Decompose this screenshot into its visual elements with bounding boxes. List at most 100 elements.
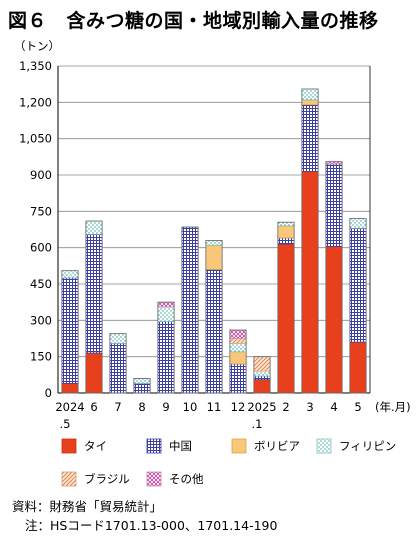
notes: 資料：財務省「貿易統計」 注：HSコード1701.13-000、1701.14-…: [12, 497, 277, 535]
bar-segment-10-1: [301, 104, 319, 172]
source-note: 資料：財務省「貿易統計」: [12, 499, 163, 514]
bar-segment-10-2: [301, 99, 319, 106]
y-axis-ticks: 0 150 300 450 600 750 900 1,050 1,200 1,350: [19, 59, 52, 400]
legend-label-5: その他: [169, 472, 204, 486]
bar-segment-7-3: [229, 342, 247, 353]
bar-segment-2-3: [109, 333, 127, 344]
legend-label-0: タイ: [84, 439, 107, 453]
x-tick-label-11: 4: [330, 400, 337, 414]
x-tick-label-10: 3: [306, 400, 313, 414]
x-axis-unit: (年.月): [375, 400, 411, 414]
bar-segment-12-3: [349, 218, 367, 229]
bar-segment-1-0: [85, 352, 103, 394]
bar-segment-8-1: [253, 375, 271, 381]
bar-segment-8-3: [253, 370, 271, 377]
x-tick-label-12: 5: [354, 400, 361, 414]
y-tick-label-450: 450: [30, 277, 52, 291]
bar-segment-12-0: [349, 341, 367, 394]
bar-segment-4-1: [157, 321, 175, 394]
legend-label-2: ボリビア: [254, 439, 300, 453]
bar-outline-3: [133, 378, 151, 394]
x-tick-label-6: 11: [207, 400, 222, 414]
y-tick-label-0: 0: [45, 386, 52, 400]
bar-segment-9-0: [277, 243, 295, 394]
legend-swatch-2: [231, 438, 247, 454]
bar-segment-7-1: [229, 363, 247, 394]
bar-segment-9-3: [277, 221, 295, 227]
legend-swatch-3: [316, 438, 332, 454]
bar-outline-8: [253, 356, 271, 394]
x-tick-label-0: 2024: [55, 400, 84, 414]
x-tick-sublabel-8: .1: [252, 417, 263, 431]
y-tick-label-600: 600: [30, 241, 52, 255]
bar-segment-6-2: [205, 244, 223, 270]
bar-segment-8-4: [253, 356, 271, 372]
y-tick-label-1050: 1,050: [19, 132, 52, 146]
bar-segment-7-4: [229, 338, 247, 344]
bars: [61, 88, 367, 394]
y-tick-label-1350: 1,350: [19, 59, 52, 73]
legend-swatch-1: [146, 438, 162, 454]
x-tick-label-3: 8: [138, 400, 145, 414]
x-tick-label-8: 2025: [247, 400, 276, 414]
y-axis-unit: （トン）: [14, 39, 60, 53]
bar-segment-7-2: [229, 351, 247, 365]
bar-outline-9: [277, 221, 295, 394]
bar-segment-10-0: [301, 171, 319, 394]
legend-label-4: ブラジル: [84, 472, 130, 486]
bar-segment-8-0: [253, 379, 271, 394]
stacked-bar-chart: （トン） 01503004506007509001,0501,2001,350 …: [14, 39, 411, 487]
bar-segment-1-1: [85, 233, 103, 354]
x-tick-label-4: 9: [162, 400, 169, 414]
bar-segment-5-1: [181, 226, 199, 394]
bar-segment-11-0: [325, 246, 343, 394]
bar-outline-12: [349, 218, 367, 394]
chart-title: 図６ 含みつ糖の国・地域別輸入量の推移: [8, 10, 379, 32]
bar-segment-2-1: [109, 342, 127, 394]
bar-segment-11-1: [325, 163, 343, 247]
x-tick-label-9: 2: [282, 400, 289, 414]
bar-segment-12-1: [349, 227, 367, 343]
x-tick-label-2: 7: [114, 400, 121, 414]
bar-outline-4: [157, 301, 175, 394]
bar-outline-11: [325, 161, 343, 394]
bar-segment-9-2: [277, 225, 295, 239]
bar-outline-0: [61, 270, 79, 394]
x-axis-ticks: 2024 .5 6 7 8 9 10 11 12 2025 .1 2 3 4 5: [55, 400, 361, 431]
bar-outline-10: [301, 88, 319, 394]
bar-segment-0-0: [61, 382, 79, 394]
bar-segment-3-1: [133, 382, 151, 394]
bar-segment-4-5: [157, 301, 175, 308]
y-tick-label-1200: 1,200: [19, 95, 52, 109]
bar-segment-3-3: [133, 378, 151, 384]
bar-outline-7: [229, 329, 247, 394]
legend-swatch-4: [61, 471, 77, 487]
bar-segment-6-3: [205, 240, 223, 246]
y-tick-label-900: 900: [30, 168, 52, 182]
legend-label-1: 中国: [169, 439, 192, 453]
bar-outline-6: [205, 239, 223, 394]
y-tick-label-300: 300: [30, 313, 52, 327]
bar-outline-2: [109, 333, 127, 394]
y-tick-label-750: 750: [30, 204, 52, 218]
bar-segment-0-1: [61, 277, 79, 384]
x-tick-label-5: 10: [183, 400, 198, 414]
legend-swatch-0: [61, 438, 77, 454]
bar-outline-5: [181, 226, 199, 394]
bar-segment-0-3: [61, 270, 79, 279]
legend-label-3: フィリピン: [339, 439, 396, 453]
bar-segment-7-5: [229, 329, 247, 339]
x-tick-sublabel-0: .5: [60, 417, 71, 431]
footnote: 注：HSコード1701.13-000、1701.14-190: [25, 518, 278, 533]
x-tick-label-1: 6: [90, 400, 97, 414]
y-tick-label-150: 150: [30, 350, 52, 364]
bar-outline-1: [85, 220, 103, 394]
bar-segment-10-3: [301, 88, 319, 101]
x-tick-label-7: 12: [231, 400, 246, 414]
bar-segment-6-1: [205, 269, 223, 394]
bar-segment-9-1: [277, 237, 295, 245]
bar-segment-1-3: [85, 220, 103, 235]
bar-segment-4-3: [157, 306, 175, 322]
legend-swatch-5: [146, 471, 162, 487]
